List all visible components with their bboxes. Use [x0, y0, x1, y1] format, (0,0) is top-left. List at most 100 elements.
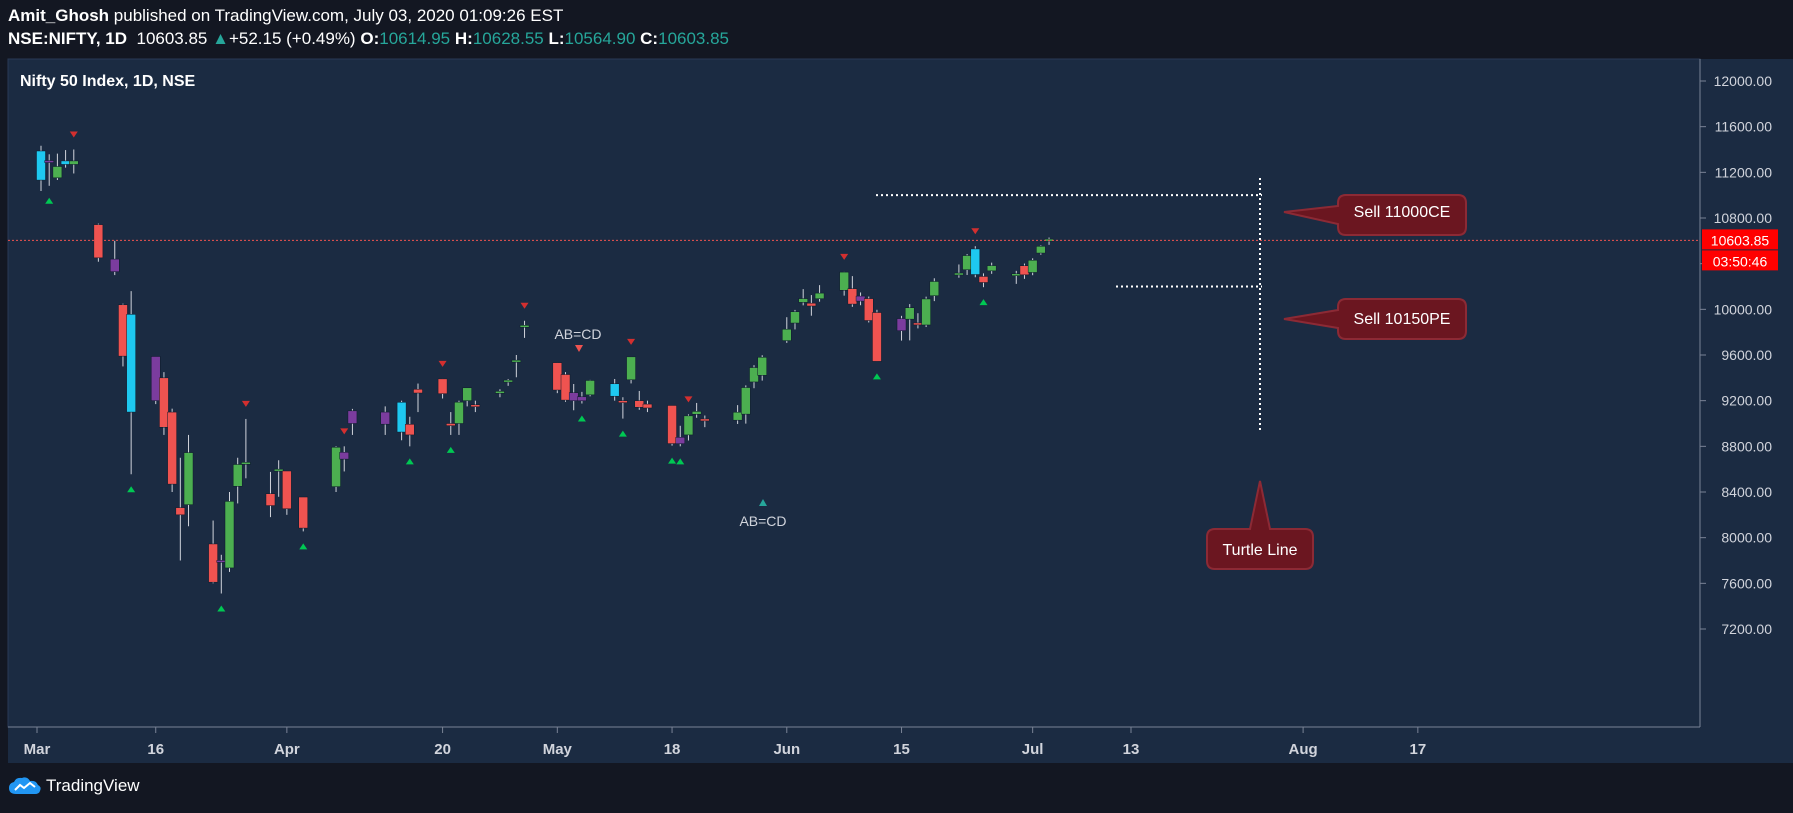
candle [618, 397, 628, 419]
candle [413, 383, 423, 413]
candle [577, 391, 587, 404]
candle-body [118, 304, 128, 357]
candle-body [675, 437, 685, 444]
candle-body [511, 359, 522, 363]
candle [208, 520, 218, 584]
candle [1036, 245, 1046, 255]
candle [495, 389, 505, 398]
candle-body [568, 392, 579, 401]
candle [757, 355, 767, 381]
candle-body [872, 312, 882, 362]
x-tick-label: Jun [773, 741, 800, 758]
candle [929, 278, 940, 302]
candle-body [69, 160, 79, 165]
abcd-top-marker [575, 345, 583, 352]
fractal-up-marker [127, 486, 136, 493]
fractal-down-marker [340, 428, 349, 435]
candle-body [110, 258, 120, 272]
x-tick-label: 13 [1123, 741, 1140, 758]
candle-body [741, 387, 751, 415]
turtle-line-text: Turtle Line [1223, 542, 1298, 559]
candle-body [413, 389, 423, 394]
y-tick-label: 8800.00 [1721, 438, 1772, 454]
y-tick-label: 8400.00 [1721, 484, 1772, 500]
candle-body [921, 298, 931, 326]
candle [347, 408, 358, 435]
current-price-label: 10603.85 [1711, 232, 1770, 248]
fractal-up-marker [217, 605, 226, 612]
candle-body [847, 288, 858, 305]
y-tick-label: 7200.00 [1721, 621, 1772, 637]
candle [339, 446, 349, 472]
chart-title: Nifty 50 Index, 1D, NSE [20, 73, 195, 90]
candle-body [265, 493, 276, 506]
close-value: 10603.85 [658, 29, 730, 48]
fractal-up-marker [676, 458, 685, 465]
x-tick-label: Mar [24, 741, 51, 758]
fractal-up-marker [405, 458, 414, 465]
fractal-up-marker [577, 415, 586, 422]
fractal-down-marker [69, 131, 78, 138]
candle [241, 418, 251, 479]
candle-body [855, 295, 866, 302]
candle [396, 400, 407, 441]
candle-body [52, 166, 63, 179]
author-name[interactable]: Amit_Ghosh [8, 6, 110, 25]
high-value: 10628.55 [472, 29, 544, 48]
candle-body [93, 224, 104, 259]
y-tick-label: 11600.00 [1715, 119, 1773, 135]
candle [454, 400, 464, 435]
fractal-down-marker [241, 400, 250, 407]
candle-body [913, 322, 923, 326]
candle [585, 379, 595, 397]
chart-pane[interactable] [7, 58, 1701, 728]
candle [986, 262, 997, 274]
candle [798, 289, 808, 306]
time-scale[interactable] [8, 727, 1700, 763]
candle [863, 296, 874, 323]
candle [36, 145, 46, 192]
candle [470, 400, 481, 413]
candle [503, 378, 513, 386]
y-tick-label: 7600.00 [1721, 575, 1772, 591]
sell-ce-callout[interactable]: Sell 11000CE [1283, 194, 1467, 236]
candle-body [339, 452, 349, 460]
candle-body [552, 362, 563, 391]
candle [683, 414, 694, 441]
candle-body [839, 271, 849, 291]
high-label: H: [454, 29, 473, 48]
price-scale[interactable] [1700, 59, 1793, 727]
candle-body [183, 452, 194, 505]
candle [839, 271, 849, 296]
tradingview-logo[interactable]: TradingView [8, 776, 140, 796]
open-label: O: [360, 29, 380, 48]
y-tick-label: 11200.00 [1715, 164, 1773, 180]
candle-body [904, 307, 915, 320]
candle-body [462, 387, 472, 401]
sell-ce-text: Sell 11000CE [1354, 204, 1451, 221]
sell-pe-callout[interactable]: Sell 10150PE [1283, 298, 1467, 340]
candle [896, 315, 907, 341]
candle-body [986, 265, 997, 272]
candle [626, 356, 636, 384]
candle [298, 496, 309, 532]
candle [790, 309, 800, 330]
candle-body [863, 298, 874, 321]
candle [282, 470, 292, 515]
low-value: 10564.90 [564, 29, 636, 48]
scale-corner [1700, 727, 1793, 763]
turtle-line-callout[interactable]: Turtle Line [1206, 480, 1314, 570]
published-text: published on TradingView.com, July 03, 2… [109, 6, 564, 25]
y-tick-label: 12000.00 [1714, 73, 1773, 89]
up-arrow-icon: ▲ [212, 29, 229, 48]
candle-body [241, 462, 251, 465]
candle-body [1036, 246, 1046, 254]
candle [691, 402, 702, 418]
candle [110, 240, 120, 276]
candle [560, 372, 571, 402]
fractal-up-marker [979, 299, 988, 306]
footer-bar [0, 773, 1793, 813]
candle [446, 412, 456, 435]
x-tick-label: 17 [1409, 741, 1426, 758]
